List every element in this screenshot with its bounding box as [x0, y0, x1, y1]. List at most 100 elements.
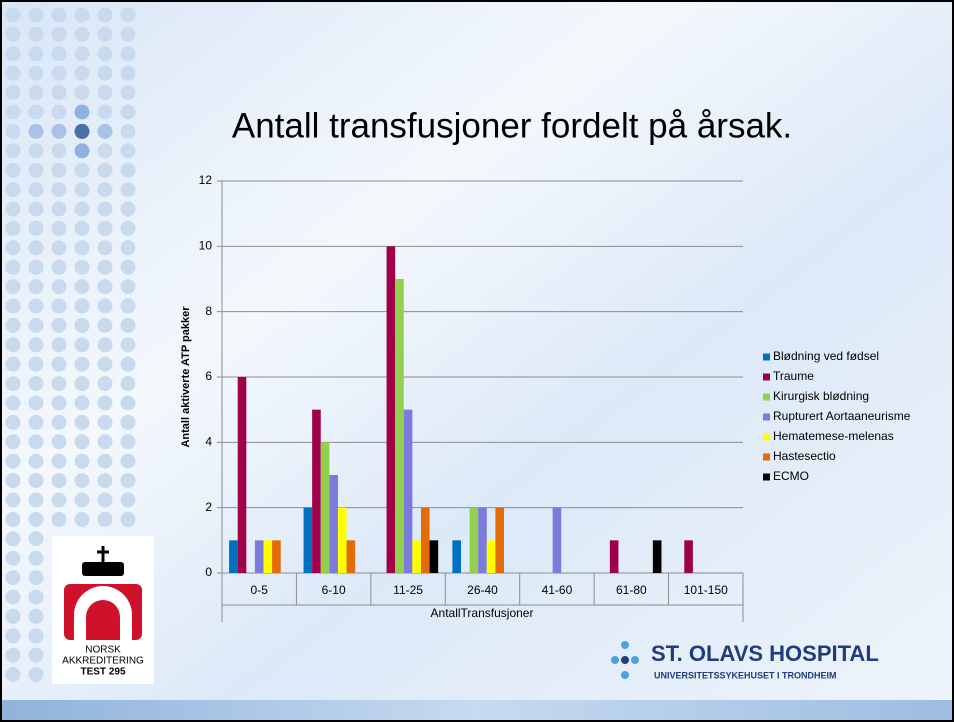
dot: [28, 531, 44, 547]
dot: [51, 162, 67, 178]
dot: [97, 395, 113, 411]
legend-swatch: [763, 453, 770, 461]
dot: [97, 65, 113, 81]
bar: [420, 507, 430, 573]
dot: [51, 26, 67, 42]
dot: [120, 46, 136, 62]
dot: [120, 65, 136, 81]
dot: [97, 123, 113, 139]
dot: [51, 434, 67, 450]
dot: [51, 337, 67, 353]
dot: [5, 492, 21, 508]
dot: [51, 201, 67, 217]
dot: [97, 201, 113, 217]
dot: [28, 356, 44, 372]
bar: [346, 540, 356, 573]
y-tick-label: 0: [205, 565, 212, 579]
dot: [28, 26, 44, 42]
dot: [5, 85, 21, 101]
dot: [97, 298, 113, 314]
dot: [120, 356, 136, 372]
bar: [303, 507, 313, 573]
dot: [28, 473, 44, 489]
dot: [5, 414, 21, 430]
bar: [552, 507, 562, 573]
dot: [120, 317, 136, 333]
dot: [74, 123, 90, 139]
dot: [97, 317, 113, 333]
dot: [74, 395, 90, 411]
bar: [263, 540, 273, 573]
dot: [74, 473, 90, 489]
bar: [429, 540, 439, 573]
dot: [120, 492, 136, 508]
dot: [97, 414, 113, 430]
dot: [28, 259, 44, 275]
legend-label: ECMO: [773, 469, 809, 483]
bar: [609, 540, 619, 573]
dot: [120, 453, 136, 469]
dot: [5, 589, 21, 605]
dot: [74, 220, 90, 236]
dot: [97, 337, 113, 353]
legend-label: Blødning ved fødsel: [773, 349, 879, 363]
x-tick-label: 0-5: [251, 583, 269, 597]
dot: [28, 182, 44, 198]
dot: [5, 608, 21, 624]
dot: [97, 240, 113, 256]
dot: [28, 414, 44, 430]
dot: [74, 511, 90, 527]
dot: [5, 356, 21, 372]
legend-label: Rupturert Aortaaneurisme: [773, 409, 911, 423]
bar: [452, 540, 461, 573]
dot: [28, 376, 44, 392]
dot: [51, 317, 67, 333]
dot: [51, 511, 67, 527]
legend-label: Hematemese-melenas: [773, 429, 894, 443]
dot: [120, 240, 136, 256]
dot: [5, 143, 21, 159]
dot: [120, 162, 136, 178]
dot: [120, 123, 136, 139]
dot: [28, 570, 44, 586]
dot: [120, 376, 136, 392]
dot: [5, 473, 21, 489]
x-tick-label: 41-60: [542, 583, 573, 597]
dot: [5, 46, 21, 62]
dot: [51, 414, 67, 430]
dot: [97, 46, 113, 62]
dot: [74, 356, 90, 372]
y-tick-label: 10: [199, 239, 213, 253]
dot: [5, 240, 21, 256]
dot: [74, 453, 90, 469]
dot: [120, 104, 136, 120]
dot: [74, 162, 90, 178]
dot: [5, 511, 21, 527]
legend-label: Traume: [773, 369, 814, 383]
dot: [5, 570, 21, 586]
dot: [74, 85, 90, 101]
dot: [28, 317, 44, 333]
dot: [28, 7, 44, 23]
dot: [28, 434, 44, 450]
dot: [28, 647, 44, 663]
dot: [97, 473, 113, 489]
dot: [28, 511, 44, 527]
y-axis-title: Antall aktiverte ATP pakker: [180, 306, 192, 448]
dot: [51, 279, 67, 295]
dot: [74, 298, 90, 314]
dot: [28, 143, 44, 159]
dot: [5, 298, 21, 314]
dot: [51, 356, 67, 372]
dot: [5, 182, 21, 198]
bar: [229, 540, 238, 573]
dot: [5, 531, 21, 547]
bar: [272, 540, 281, 573]
dot: [28, 201, 44, 217]
dot: [5, 550, 21, 566]
dot: [120, 7, 136, 23]
dot: [74, 492, 90, 508]
hospital-subtitle: UNIVERSITETSSYKEHUSET I TRONDHEIM: [654, 670, 837, 680]
